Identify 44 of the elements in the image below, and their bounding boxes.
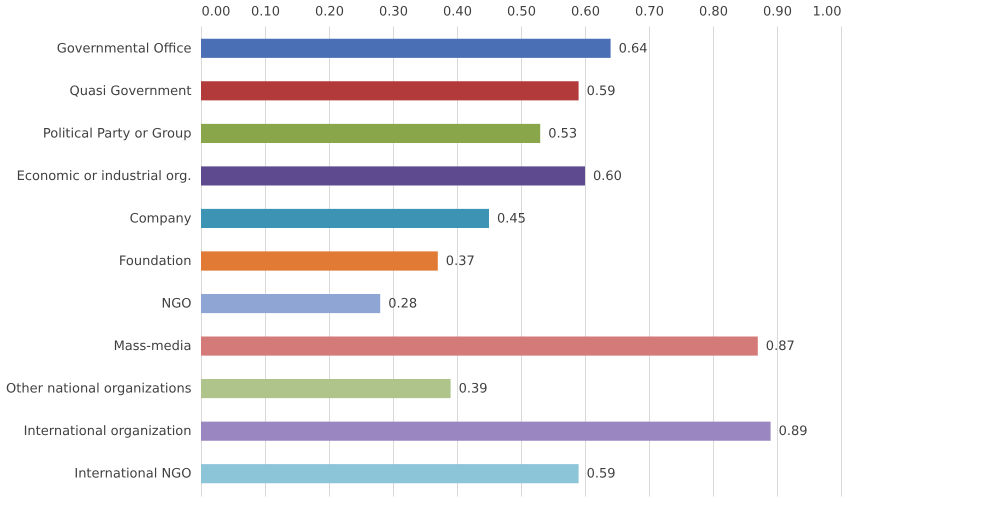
data-label: 0.39 <box>458 382 488 397</box>
y-tick-label: Mass-media <box>114 339 192 354</box>
x-tick-label: 0.30 <box>379 4 408 20</box>
y-tick-label: International NGO <box>74 466 192 482</box>
x-tick-label: 0.90 <box>763 4 792 20</box>
bar <box>201 38 611 58</box>
bar <box>201 422 771 441</box>
bar <box>201 251 438 271</box>
y-tick-label: Governmental Office <box>56 41 192 56</box>
data-label: 0.37 <box>446 254 475 269</box>
x-tick-label: 0.60 <box>571 4 600 20</box>
data-label: 0.89 <box>778 424 808 440</box>
data-label: 0.60 <box>593 168 622 184</box>
data-label: 0.28 <box>388 296 418 312</box>
y-tick-label: International organization <box>24 424 192 440</box>
bar <box>201 124 540 143</box>
data-label: 0.59 <box>586 466 616 482</box>
x-tick-label: 0.80 <box>699 4 728 20</box>
data-label: 0.53 <box>548 126 578 142</box>
y-tick-label: Political Party or Group <box>42 126 192 142</box>
bar <box>201 81 579 100</box>
bar <box>201 336 758 356</box>
y-tick-label: Quasi Government <box>69 84 192 99</box>
bar <box>201 208 489 228</box>
y-tick-label: NGO <box>161 296 192 312</box>
x-tick-label: 0.20 <box>315 4 344 20</box>
y-tick-label: Economic or industrial org. <box>16 168 192 184</box>
data-label: 0.59 <box>586 84 616 99</box>
data-label: 0.64 <box>618 41 648 56</box>
bar <box>201 294 380 314</box>
bar <box>201 166 585 186</box>
x-tick-label: 0.70 <box>635 4 664 20</box>
bar <box>201 379 451 398</box>
x-tick-label: 1.00 <box>812 4 842 20</box>
y-tick-label: Company <box>130 211 192 226</box>
data-label: 0.45 <box>497 211 526 226</box>
x-tick-label: 0.00 <box>202 4 230 20</box>
y-tick-label: Other national organizations <box>6 382 192 397</box>
x-tick-label: 0.10 <box>251 4 280 20</box>
bar <box>201 464 579 484</box>
data-label: 0.87 <box>766 339 795 354</box>
x-tick-label: 0.40 <box>443 4 472 20</box>
x-tick-label: 0.50 <box>507 4 536 20</box>
y-tick-label: Foundation <box>118 254 192 269</box>
